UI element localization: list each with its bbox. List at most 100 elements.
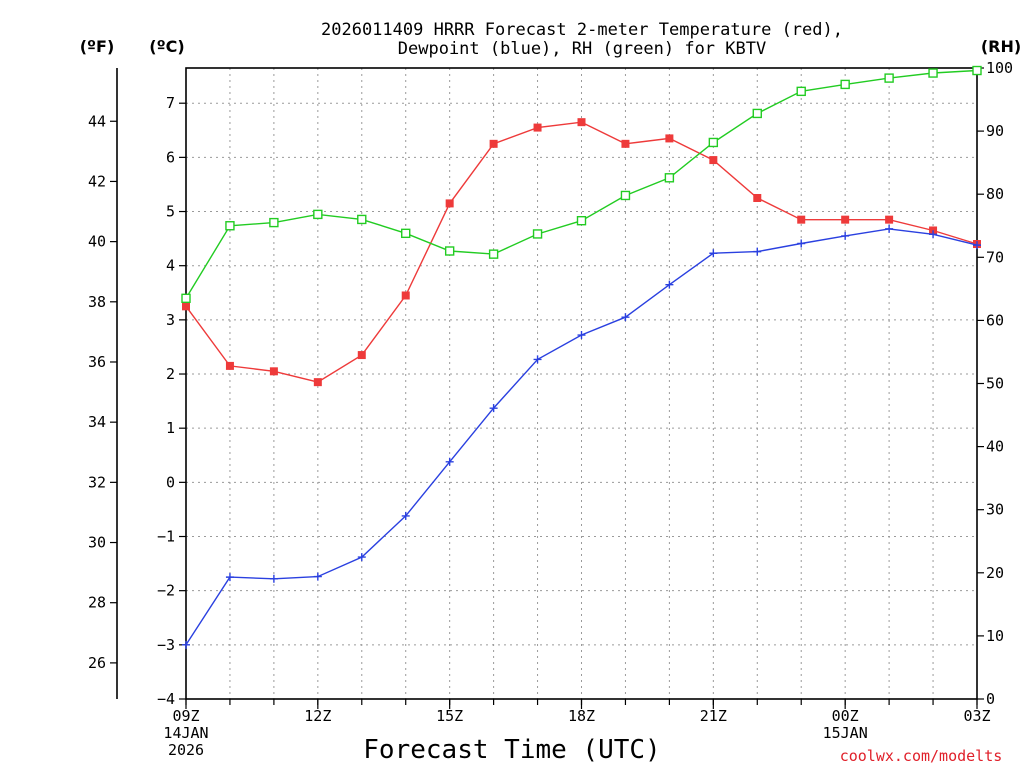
celsius-tick-label: 1: [166, 419, 175, 437]
rh-tick-label: 0: [986, 690, 995, 708]
temperature-point: [797, 215, 806, 224]
rh-tick-label: 20: [986, 564, 1004, 582]
x-tick-label: 12Z: [304, 707, 331, 725]
plot-frame: [185, 67, 978, 700]
rh-tick-label: 90: [986, 122, 1004, 140]
temperature-point: [401, 291, 410, 300]
celsius-tick-label: −1: [157, 528, 175, 546]
source-credit: coolwx.com/modelts: [840, 747, 1003, 765]
rh-point: [444, 246, 455, 256]
dewpoint-point: [577, 331, 586, 340]
temperature-point: [489, 139, 498, 148]
fahrenheit-tick-label: 26: [88, 654, 106, 672]
fahrenheit-tick-label: 40: [88, 233, 106, 251]
x-tick-label: 21Z: [700, 707, 727, 725]
temperature-point: [753, 193, 762, 202]
celsius-tick-label: −2: [157, 582, 175, 600]
dewpoint-point: [885, 224, 894, 233]
celsius-tick-label: 0: [166, 473, 175, 491]
rh-tick-label: 30: [986, 501, 1004, 519]
fahrenheit-tick-label: 30: [88, 534, 106, 552]
x-tick-label: 03Z: [963, 707, 990, 725]
temperature-point: [225, 361, 234, 370]
rh-point: [532, 229, 543, 239]
dewpoint-point: [709, 249, 718, 258]
rh-point: [928, 68, 938, 78]
dewpoint-point: [621, 313, 630, 322]
rh-point: [225, 221, 235, 231]
chart-title-line-2: Dewpoint (blue), RH (green) for KBTV: [398, 39, 766, 59]
rh-axis-unit-label: (RH): [981, 37, 1021, 56]
celsius-axis-unit-label: (ºC): [149, 37, 184, 56]
x-tick-label: 15JAN: [823, 724, 868, 742]
rh-tick-label: 40: [986, 438, 1004, 456]
temperature-point: [533, 123, 542, 132]
rh-point: [357, 214, 367, 225]
fahrenheit-tick-label: 32: [88, 473, 106, 491]
fahrenheit-tick-label: 38: [88, 293, 106, 311]
temperature-point: [182, 302, 190, 311]
dewpoint-point: [841, 231, 850, 240]
celsius-tick-label: 4: [166, 257, 175, 275]
dewpoint-point: [445, 457, 454, 466]
dewpoint-point: [753, 247, 762, 256]
temperature-point: [357, 351, 366, 360]
temperature-point: [445, 199, 454, 208]
x-tick-label: 00Z: [832, 707, 859, 725]
temperature-line: [185, 121, 978, 383]
x-tick-label: 18Z: [568, 707, 595, 725]
chart-title: 2026011409 HRRR Forecast 2-meter Tempera…: [321, 20, 843, 59]
celsius-tick-label: 6: [166, 148, 175, 166]
rh-point: [181, 293, 191, 304]
temperature-point: [269, 367, 278, 376]
dewpoint-point: [489, 404, 498, 413]
celsius-tick-label: 5: [166, 203, 175, 221]
dewpoint-point: [313, 572, 322, 581]
dewpoint-point: [182, 640, 190, 649]
x-axis-title: Forecast Time (UTC): [363, 735, 660, 765]
rh-tick-label: 50: [986, 375, 1004, 393]
x-tick-label: 15Z: [436, 707, 463, 725]
dewpoint-point: [929, 230, 938, 239]
data-series: [181, 65, 982, 649]
rh-tick-label: 60: [986, 311, 1004, 329]
rh-point: [796, 86, 806, 97]
dewpoint-point: [533, 355, 542, 364]
temperature-point: [621, 139, 630, 148]
rh-point: [313, 209, 323, 220]
dewpoint-point: [269, 574, 278, 583]
rh-point: [972, 65, 982, 76]
fahrenheit-tick-label: 42: [88, 172, 106, 190]
fahrenheit-tick-label: 44: [88, 112, 106, 130]
temperature-point: [885, 215, 894, 224]
chart-title-line-1: 2026011409 HRRR Forecast 2-meter Tempera…: [321, 20, 843, 40]
fahrenheit-tick-label: 28: [88, 594, 106, 612]
rh-tick-label: 10: [986, 627, 1004, 645]
rh-point: [488, 249, 499, 259]
temperature-point: [313, 378, 322, 387]
temperature-point: [665, 134, 674, 143]
rh-point: [884, 73, 894, 83]
rh-point: [269, 217, 279, 228]
x-tick-label: 2026: [168, 741, 204, 759]
celsius-tick-label: −4: [157, 690, 175, 708]
rh-tick-label: 80: [986, 185, 1004, 203]
dewpoint-point: [797, 239, 806, 248]
dewpoint-point: [973, 241, 981, 250]
celsius-tick-label: 2: [166, 365, 175, 383]
rh-point: [401, 228, 411, 239]
rh-tick-label: 70: [986, 248, 1004, 266]
rh-point: [664, 173, 675, 183]
dewpoint-point: [357, 553, 366, 562]
celsius-tick-label: 7: [166, 94, 175, 112]
rh-point: [620, 190, 631, 201]
axes: 76543210−1−2−3−4444240383634323028261009…: [88, 59, 1013, 759]
dewpoint-point: [225, 573, 234, 582]
rh-point: [576, 216, 587, 226]
rh-tick-label: 100: [986, 59, 1013, 77]
celsius-tick-label: 3: [166, 311, 175, 329]
dewpoint-point: [401, 511, 410, 520]
rh-point: [708, 137, 719, 148]
